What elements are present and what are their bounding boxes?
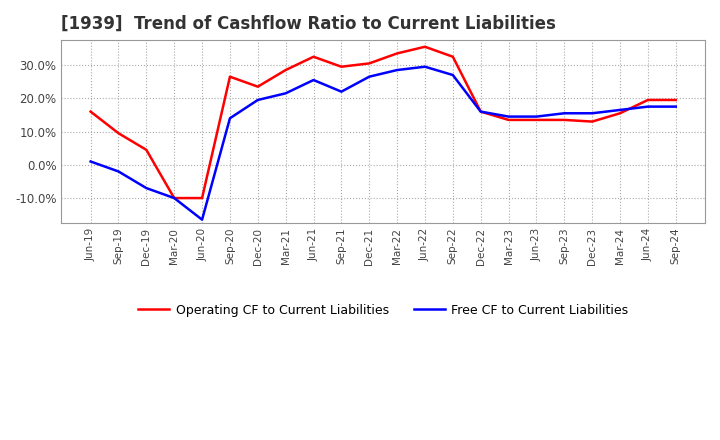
Free CF to Current Liabilities	[86, 159, 95, 164]
Free CF to Current Liabilities	[309, 77, 318, 83]
Operating CF to Current Liabilities	[309, 54, 318, 59]
Free CF to Current Liabilities	[170, 195, 179, 201]
Free CF to Current Liabilities	[672, 104, 680, 109]
Operating CF to Current Liabilities	[114, 131, 123, 136]
Operating CF to Current Liabilities	[504, 117, 513, 123]
Free CF to Current Liabilities	[142, 185, 150, 191]
Operating CF to Current Liabilities	[337, 64, 346, 70]
Line: Free CF to Current Liabilities: Free CF to Current Liabilities	[91, 67, 676, 220]
Free CF to Current Liabilities	[588, 110, 596, 116]
Operating CF to Current Liabilities	[142, 147, 150, 153]
Free CF to Current Liabilities	[365, 74, 374, 79]
Legend: Operating CF to Current Liabilities, Free CF to Current Liabilities: Operating CF to Current Liabilities, Fre…	[133, 299, 634, 322]
Free CF to Current Liabilities	[477, 109, 485, 114]
Operating CF to Current Liabilities	[253, 84, 262, 89]
Operating CF to Current Liabilities	[225, 74, 234, 79]
Operating CF to Current Liabilities	[86, 109, 95, 114]
Operating CF to Current Liabilities	[532, 117, 541, 123]
Operating CF to Current Liabilities	[644, 97, 652, 103]
Operating CF to Current Liabilities	[588, 119, 596, 124]
Operating CF to Current Liabilities	[672, 97, 680, 103]
Operating CF to Current Liabilities	[449, 54, 457, 59]
Operating CF to Current Liabilities	[365, 61, 374, 66]
Operating CF to Current Liabilities	[170, 195, 179, 201]
Text: [1939]  Trend of Cashflow Ratio to Current Liabilities: [1939] Trend of Cashflow Ratio to Curren…	[61, 15, 557, 33]
Free CF to Current Liabilities	[253, 97, 262, 103]
Operating CF to Current Liabilities	[198, 195, 207, 201]
Free CF to Current Liabilities	[225, 116, 234, 121]
Free CF to Current Liabilities	[337, 89, 346, 94]
Free CF to Current Liabilities	[198, 217, 207, 222]
Free CF to Current Liabilities	[616, 107, 624, 113]
Free CF to Current Liabilities	[560, 110, 569, 116]
Free CF to Current Liabilities	[282, 91, 290, 96]
Operating CF to Current Liabilities	[393, 51, 402, 56]
Operating CF to Current Liabilities	[616, 110, 624, 116]
Free CF to Current Liabilities	[532, 114, 541, 119]
Line: Operating CF to Current Liabilities: Operating CF to Current Liabilities	[91, 47, 676, 198]
Free CF to Current Liabilities	[420, 64, 429, 70]
Free CF to Current Liabilities	[504, 114, 513, 119]
Free CF to Current Liabilities	[114, 169, 123, 174]
Operating CF to Current Liabilities	[420, 44, 429, 49]
Operating CF to Current Liabilities	[282, 67, 290, 73]
Free CF to Current Liabilities	[449, 73, 457, 78]
Free CF to Current Liabilities	[393, 67, 402, 73]
Operating CF to Current Liabilities	[560, 117, 569, 123]
Free CF to Current Liabilities	[644, 104, 652, 109]
Operating CF to Current Liabilities	[477, 109, 485, 114]
